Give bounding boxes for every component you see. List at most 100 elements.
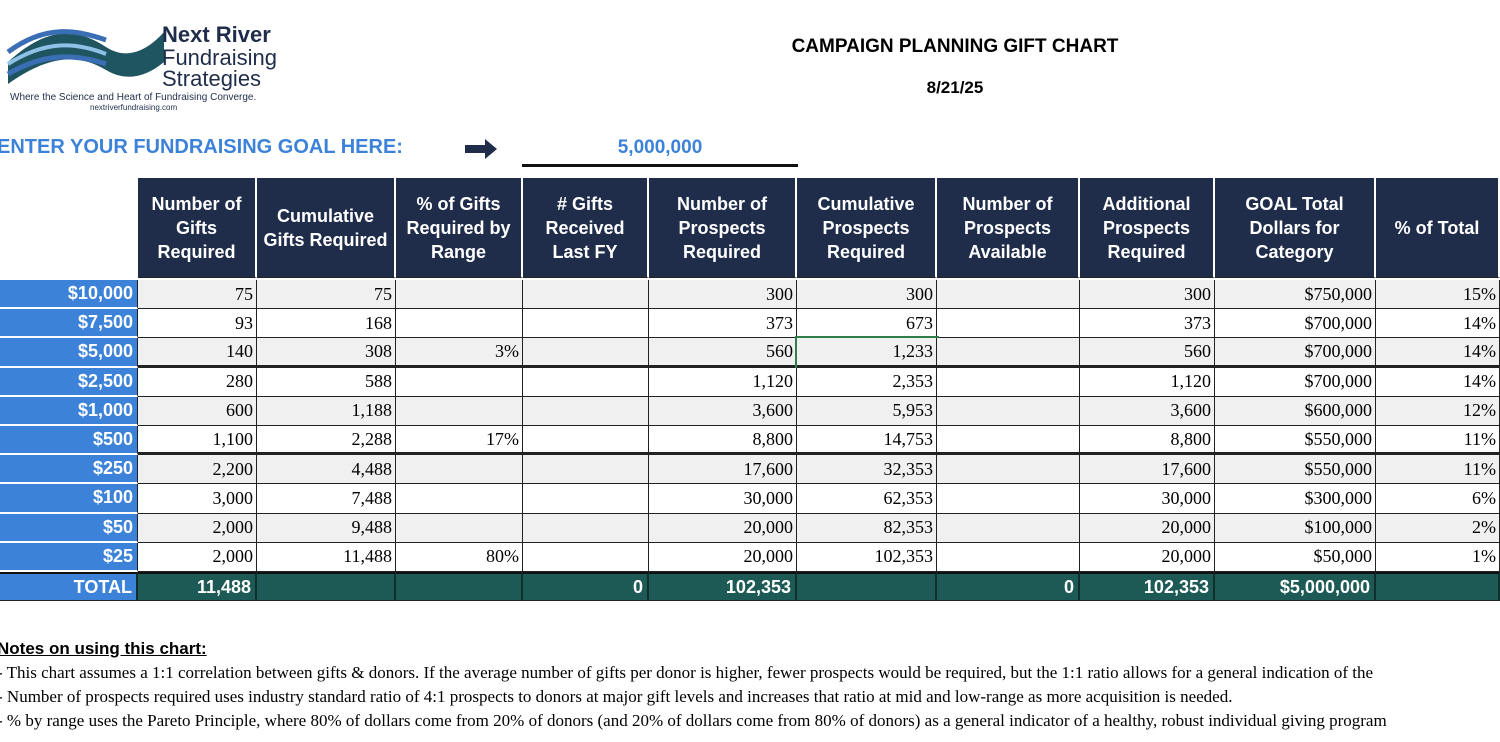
table-cell[interactable]: 20,000	[1080, 542, 1215, 572]
table-cell[interactable]: 14%	[1376, 309, 1500, 339]
table-cell[interactable]: 20,000	[1080, 513, 1215, 543]
table-cell[interactable]	[396, 484, 523, 514]
table-cell[interactable]	[937, 513, 1080, 543]
table-cell[interactable]: 17,600	[1080, 455, 1215, 485]
table-cell[interactable]: $600,000	[1215, 396, 1376, 426]
table-cell[interactable]: 2,000	[138, 513, 257, 543]
table-cell[interactable]	[523, 484, 649, 514]
table-cell[interactable]: 300	[649, 280, 797, 310]
table-cell[interactable]: 93	[138, 309, 257, 339]
table-cell[interactable]: 7,488	[257, 484, 396, 514]
table-cell[interactable]: 588	[257, 367, 396, 397]
table-cell[interactable]: $700,000	[1215, 367, 1376, 397]
table-cell[interactable]: 8,800	[1080, 426, 1215, 456]
table-cell[interactable]: 9,488	[257, 513, 396, 543]
table-cell[interactable]: 11%	[1376, 426, 1500, 456]
table-cell[interactable]	[523, 280, 649, 310]
table-cell[interactable]	[523, 455, 649, 485]
table-cell[interactable]: 600	[138, 396, 257, 426]
table-cell[interactable]: $700,000	[1215, 309, 1376, 339]
table-cell[interactable]: 3,600	[1080, 396, 1215, 426]
table-cell[interactable]: $550,000	[1215, 426, 1376, 456]
table-cell[interactable]: 20,000	[649, 513, 797, 543]
table-cell[interactable]: 1,233	[795, 336, 939, 370]
table-cell[interactable]: $750,000	[1215, 280, 1376, 310]
table-cell[interactable]: $100,000	[1215, 513, 1376, 543]
table-cell[interactable]: 2,200	[138, 455, 257, 485]
table-cell[interactable]: 20,000	[649, 542, 797, 572]
table-cell[interactable]: 14%	[1376, 338, 1500, 368]
table-cell[interactable]: 14%	[1376, 367, 1500, 397]
table-cell[interactable]	[396, 309, 523, 339]
table-cell[interactable]: 1%	[1376, 542, 1500, 572]
table-cell[interactable]: 168	[257, 309, 396, 339]
table-cell[interactable]: 560	[1080, 338, 1215, 368]
table-cell[interactable]: 1,120	[1080, 367, 1215, 397]
table-cell[interactable]	[937, 309, 1080, 339]
table-cell[interactable]: 17%	[396, 426, 523, 456]
table-cell[interactable]: 308	[257, 338, 396, 368]
table-cell[interactable]	[937, 280, 1080, 310]
table-cell[interactable]: 82,353	[797, 513, 937, 543]
table-cell[interactable]: 2,288	[257, 426, 396, 456]
table-cell[interactable]: 11,488	[257, 542, 396, 572]
table-cell[interactable]: $700,000	[1215, 338, 1376, 368]
table-cell[interactable]	[523, 367, 649, 397]
table-cell[interactable]: 1,188	[257, 396, 396, 426]
table-cell[interactable]	[937, 426, 1080, 456]
table-cell[interactable]	[396, 513, 523, 543]
table-cell[interactable]	[937, 484, 1080, 514]
table-cell[interactable]: 2,000	[138, 542, 257, 572]
table-cell[interactable]	[523, 513, 649, 543]
table-cell[interactable]: 140	[138, 338, 257, 368]
table-cell[interactable]: 80%	[396, 542, 523, 572]
table-cell[interactable]: 373	[1080, 309, 1215, 339]
table-cell[interactable]: 75	[257, 280, 396, 310]
table-cell[interactable]	[396, 367, 523, 397]
table-cell[interactable]: 32,353	[797, 455, 937, 485]
table-cell[interactable]: 3,600	[649, 396, 797, 426]
table-cell[interactable]: 673	[797, 309, 937, 339]
table-cell[interactable]: 6%	[1376, 484, 1500, 514]
table-cell[interactable]: 1,120	[649, 367, 797, 397]
table-cell[interactable]	[937, 367, 1080, 397]
table-cell[interactable]: 11%	[1376, 455, 1500, 485]
table-cell[interactable]: $300,000	[1215, 484, 1376, 514]
table-cell[interactable]	[937, 542, 1080, 572]
table-cell[interactable]: 3,000	[138, 484, 257, 514]
table-cell[interactable]	[396, 396, 523, 426]
table-cell[interactable]	[523, 542, 649, 572]
table-cell[interactable]: 373	[649, 309, 797, 339]
table-cell[interactable]	[937, 338, 1080, 368]
table-cell[interactable]: 75	[138, 280, 257, 310]
table-cell[interactable]	[937, 455, 1080, 485]
table-cell[interactable]: 2,353	[797, 367, 937, 397]
table-cell[interactable]: 30,000	[649, 484, 797, 514]
table-cell[interactable]: 560	[649, 338, 797, 368]
table-cell[interactable]: 4,488	[257, 455, 396, 485]
table-cell[interactable]: $550,000	[1215, 455, 1376, 485]
table-cell[interactable]: 62,353	[797, 484, 937, 514]
table-cell[interactable]: 280	[138, 367, 257, 397]
goal-value[interactable]: 5,000,000	[617, 137, 703, 158]
table-cell[interactable]	[937, 396, 1080, 426]
table-cell[interactable]: 15%	[1376, 280, 1500, 310]
table-cell[interactable]: 8,800	[649, 426, 797, 456]
table-cell[interactable]: 12%	[1376, 396, 1500, 426]
table-cell[interactable]: 17,600	[649, 455, 797, 485]
table-cell[interactable]: 5,953	[797, 396, 937, 426]
table-cell[interactable]: 300	[797, 280, 937, 310]
table-cell[interactable]: 3%	[396, 338, 523, 368]
table-cell[interactable]: 1,100	[138, 426, 257, 456]
table-cell[interactable]: 2%	[1376, 513, 1500, 543]
table-cell[interactable]: 300	[1080, 280, 1215, 310]
table-cell[interactable]: 14,753	[797, 426, 937, 456]
table-cell[interactable]	[523, 338, 649, 368]
table-cell[interactable]	[396, 455, 523, 485]
table-cell[interactable]	[523, 426, 649, 456]
table-cell[interactable]	[523, 396, 649, 426]
table-cell[interactable]: 102,353	[797, 542, 937, 572]
table-cell[interactable]: $50,000	[1215, 542, 1376, 572]
table-cell[interactable]	[396, 280, 523, 310]
table-cell[interactable]	[523, 309, 649, 339]
